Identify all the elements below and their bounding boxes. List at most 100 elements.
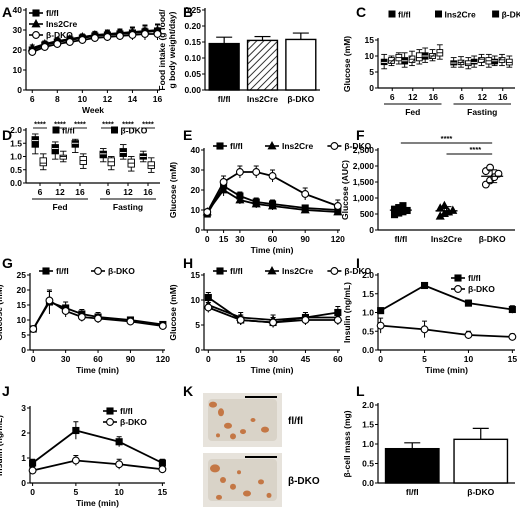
x-tick-label: 30: [235, 234, 245, 244]
series-β-DKO: [29, 291, 167, 333]
islet-stain: [224, 422, 232, 429]
x-tick-label: 15: [219, 234, 229, 244]
x-tick-label: 12: [478, 92, 488, 102]
y-tick-label: 0: [369, 225, 374, 235]
series-line: [32, 459, 163, 472]
legend-label: β-DKO: [344, 141, 371, 151]
data-point: [115, 32, 124, 40]
legend-marker: [388, 10, 396, 18]
significance-label: ****: [122, 120, 134, 129]
y-tick-label: 30: [13, 25, 23, 35]
data-point: [269, 318, 278, 327]
y-tick-label: 5: [21, 330, 26, 340]
data-point: [235, 168, 244, 176]
panel-c: 0 5 10 15 Glucose (mM) 6 12 16 6 12 16 Fed Fasting fl…: [342, 10, 520, 118]
islet-stain: [237, 470, 241, 475]
x-tick-label: 0: [31, 354, 36, 364]
bar: [384, 447, 440, 484]
x-tick-label: 90: [126, 354, 136, 364]
data-point: [464, 299, 473, 307]
significance-label: ****: [142, 120, 154, 129]
x-tick-label: 6: [38, 187, 43, 197]
y-tick-label: 0.5: [362, 459, 374, 469]
bar: [208, 42, 240, 91]
islet-stain: [258, 479, 264, 485]
y-tick-label: 20: [191, 185, 201, 195]
y-tick-label: 3: [21, 403, 26, 413]
y-tick-label: 2,000: [353, 161, 375, 171]
panel-letter: K: [183, 383, 193, 399]
data-point: [72, 426, 80, 435]
y-tick-label: 2.0: [10, 125, 22, 135]
x-axis-label: Time (min): [425, 365, 468, 375]
image-label: β-DKO: [288, 476, 320, 487]
islet-stain: [230, 433, 236, 440]
x-tick-label: 120: [331, 234, 345, 244]
data-point: [90, 34, 99, 42]
data-point: [420, 325, 429, 334]
legend-marker: [454, 285, 462, 293]
panel-letter: L: [356, 383, 365, 399]
data-point: [300, 205, 310, 214]
x-tick-label: 10: [114, 487, 124, 497]
x-tick-label: 60: [333, 354, 343, 364]
panel-b: 0.00 0.05 0.10 0.15 0.20 0.25 Food intake (g f…: [157, 5, 320, 104]
y-tick-label: 0.10: [184, 53, 201, 63]
y-tick-label: 500: [360, 209, 374, 219]
y-tick-label: 10: [13, 65, 23, 75]
legend-marker: [330, 142, 339, 150]
legend-marker: [32, 9, 40, 17]
y-tick-label: 0.15: [184, 37, 201, 47]
legend-label: fl/fl: [56, 266, 69, 276]
panel-letter: B: [183, 4, 193, 20]
legend-marker: [267, 266, 277, 275]
x-tick-label: 16: [429, 92, 439, 102]
x-tick-label: 16: [75, 187, 85, 197]
legend-marker: [492, 10, 500, 18]
y-axis-label: Glucose (mM): [168, 284, 178, 340]
panel-letter: J: [2, 383, 10, 399]
legend-label: β-DKO: [108, 266, 135, 276]
x-tick-label: fl/fl: [394, 234, 407, 244]
data-point: [153, 30, 162, 38]
x-tick-label: 14: [128, 94, 138, 104]
y-tick-label: 5: [195, 320, 200, 330]
legend-label: Ins2Cre: [282, 141, 313, 151]
y-tick-label: 1.5: [10, 138, 22, 148]
legend-label: fl/fl: [62, 126, 75, 136]
data-point: [28, 466, 37, 475]
y-tick-label: 0.5: [10, 165, 22, 175]
x-tick-label: fl/fl: [218, 94, 231, 104]
y-tick-label: 40: [13, 5, 23, 15]
box: [51, 144, 59, 155]
series-fl/fl: [29, 421, 166, 467]
x-tick-label: 16: [153, 94, 163, 104]
x-tick-label: β-DKO: [479, 234, 506, 244]
y-tick-label: 10: [191, 205, 201, 215]
x-tick-label: fl/fl: [406, 487, 419, 497]
panel-letter: I: [356, 255, 360, 271]
data-point: [333, 316, 342, 324]
data-point: [203, 208, 212, 216]
box: [415, 52, 423, 62]
data-point: [508, 305, 516, 314]
x-axis-label: Time (min): [251, 245, 294, 255]
legend: fl/fl Ins2Cre β-DKO: [213, 141, 372, 151]
y-axis-label: Insulin (ng/mL): [342, 282, 352, 343]
x-tick-label: 10: [464, 354, 474, 364]
bar: [246, 39, 279, 91]
legend-label: β-DKO: [120, 417, 147, 427]
y-tick-label: 0: [21, 345, 26, 355]
panel-letter: H: [183, 255, 193, 271]
y-tick-label: 0: [21, 478, 26, 488]
y-axis-label: Glucose (mM): [168, 162, 178, 218]
y-tick-label: 5: [369, 67, 374, 77]
data-point: [420, 281, 429, 290]
islet-stain: [243, 490, 251, 497]
y-axis-label: β-cell mass (mg): [342, 410, 352, 477]
data-point: [268, 172, 277, 180]
legend-marker: [106, 418, 114, 426]
data-point: [45, 296, 54, 305]
y-tick-label: 0.05: [184, 69, 201, 79]
